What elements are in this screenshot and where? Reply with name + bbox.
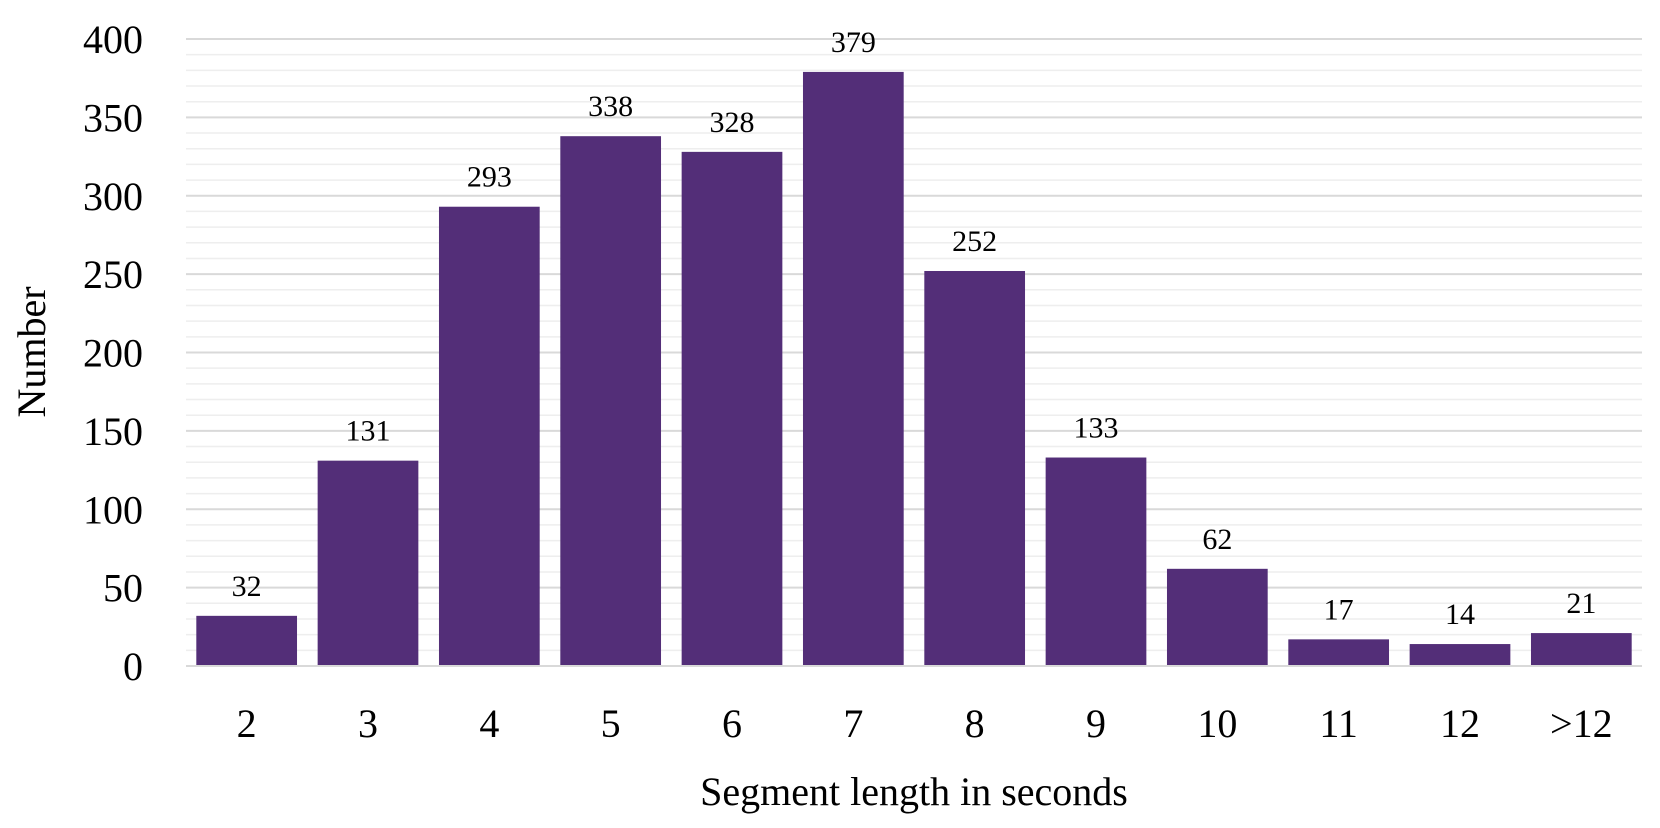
bar [317,460,419,666]
y-tick-label: 300 [83,174,143,219]
x-tick-label: 10 [1197,701,1237,746]
data-labels: 32 131 293 338 328 379 252 133 62 17 14 21 [232,26,1597,631]
data-label: 338 [588,90,633,123]
bar [681,151,783,667]
y-tick-label: 200 [83,331,143,376]
data-label: 32 [232,570,262,603]
x-tick-label: 2 [237,701,257,746]
x-tick-label: 11 [1319,701,1358,746]
x-axis-title: Segment length in seconds [700,769,1128,814]
bar [1530,633,1632,666]
data-label: 379 [831,26,876,59]
data-label: 293 [467,161,512,194]
bar [560,136,662,666]
y-tick-label: 100 [83,487,143,532]
x-tick-label: 6 [722,701,742,746]
bar [1409,644,1511,666]
bar [802,71,904,667]
data-label: 252 [952,225,997,258]
x-axis-ticks: 2 3 4 5 6 7 8 9 10 11 12 >12 [237,701,1613,746]
x-tick-label: 4 [479,701,499,746]
data-label: 131 [346,415,391,448]
x-tick-label: 7 [843,701,863,746]
data-label: 17 [1324,593,1354,626]
y-tick-label: 150 [83,409,143,454]
bars [196,71,1632,667]
data-label: 328 [710,106,755,139]
data-label: 133 [1074,412,1119,445]
x-tick-label: 3 [358,701,378,746]
bar [924,270,1026,666]
bar [1166,568,1268,666]
y-tick-label: 0 [123,644,143,689]
data-label: 14 [1445,598,1475,631]
data-label: 62 [1202,523,1232,556]
y-tick-label: 50 [103,566,143,611]
data-label: 21 [1566,587,1596,620]
x-tick-label: >12 [1550,701,1613,746]
y-tick-label: 400 [83,17,143,62]
bar [196,615,298,666]
x-tick-label: 12 [1440,701,1480,746]
bar [1288,639,1390,666]
y-axis-title: Number [9,286,54,417]
y-tick-label: 350 [83,95,143,140]
x-tick-label: 9 [1086,701,1106,746]
x-tick-label: 8 [965,701,985,746]
x-tick-label: 5 [601,701,621,746]
y-axis-ticks: 0 50 100 150 200 250 300 350 400 [83,17,143,689]
bar [1045,457,1147,666]
gridlines [186,38,1642,652]
bar [438,206,540,666]
y-tick-label: 250 [83,252,143,297]
